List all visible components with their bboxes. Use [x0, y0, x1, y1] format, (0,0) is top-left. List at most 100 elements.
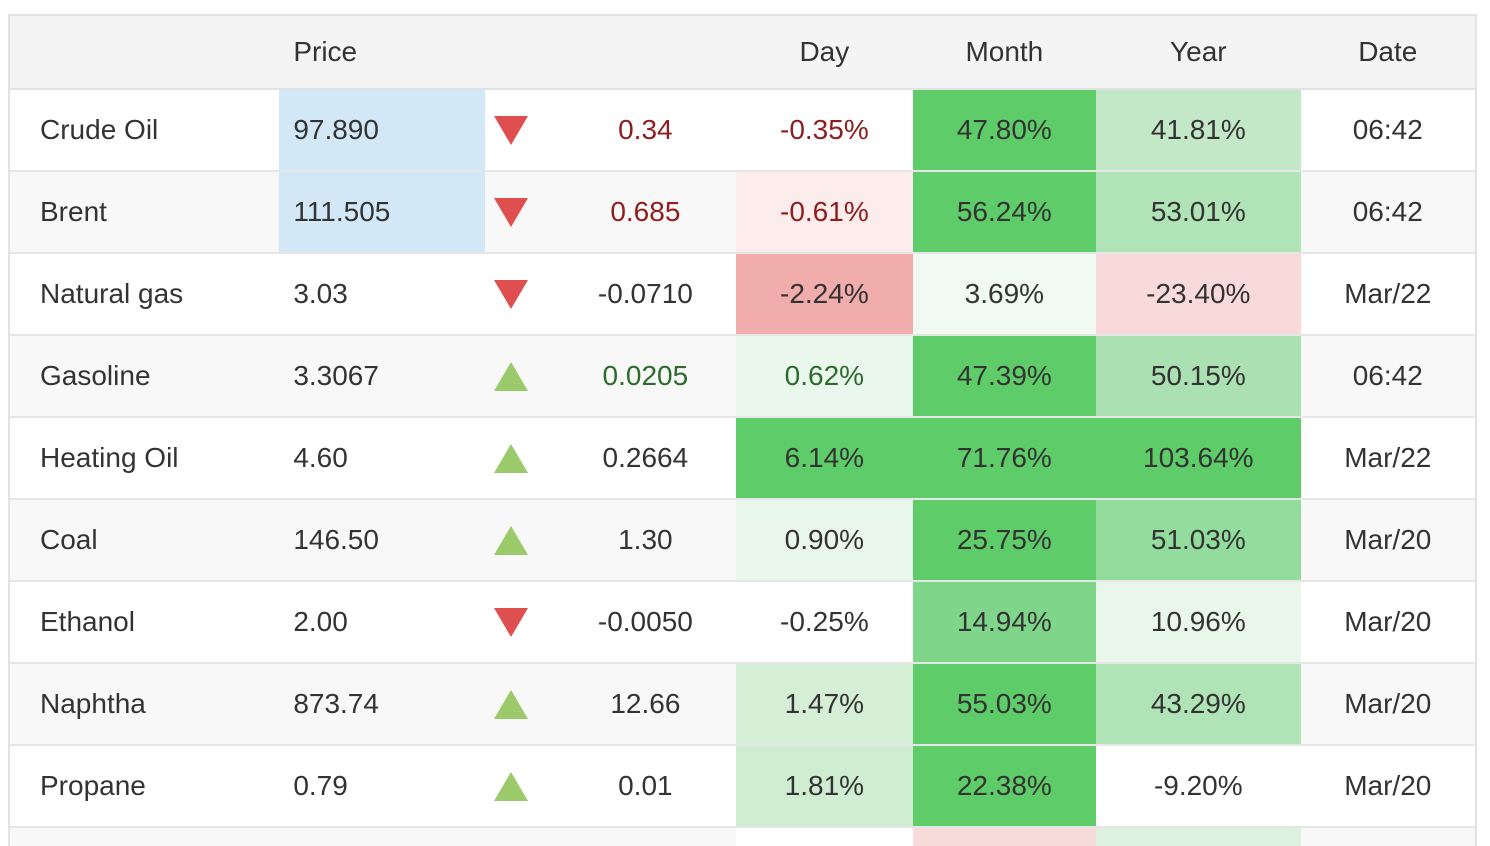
- date-cell: Mar/22: [1344, 442, 1432, 473]
- triangle-down-icon: [493, 607, 528, 637]
- price-cell: 111.505: [279, 172, 485, 252]
- price-cell: 4.60: [293, 442, 348, 473]
- price-cell: [279, 828, 484, 846]
- commodity-name-cell[interactable]: Gasoline: [40, 360, 151, 391]
- date-cell: [1301, 828, 1475, 846]
- year-change-cell: 43.29%: [1096, 664, 1301, 744]
- price-cell: 3.03: [293, 278, 348, 309]
- day-change-cell: -2.24%: [736, 254, 913, 334]
- month-change-cell: 22.38%: [912, 746, 1097, 826]
- commodity-name-cell[interactable]: Propane: [40, 770, 146, 801]
- change-cell: 0.34: [618, 114, 673, 145]
- change-cell: -0.0050: [597, 606, 693, 637]
- commodity-name-cell: [10, 828, 279, 846]
- year-change-cell: [1096, 828, 1301, 846]
- month-change-cell: 14.94%: [912, 582, 1097, 662]
- date-cell: 06:42: [1352, 360, 1423, 391]
- change-cell: 12.66: [610, 688, 681, 719]
- price-cell: 0.79: [293, 770, 348, 801]
- table-row[interactable]: Ethanol 2.00 -0.0050 -0.25% 14.94% 10.96…: [10, 582, 1475, 664]
- commodity-name-cell[interactable]: Brent: [40, 196, 107, 227]
- month-change-cell: 56.24%: [912, 172, 1097, 252]
- change-cell: -0.0710: [597, 278, 693, 309]
- table-row[interactable]: Heating Oil 4.60 0.2664 6.14% 71.76% 103…: [10, 418, 1475, 500]
- triangle-up-icon: [493, 771, 528, 801]
- direction-cell: [485, 254, 537, 334]
- header-change: [537, 16, 736, 88]
- table-row[interactable]: Gasoline 3.3067 0.0205 0.62% 47.39% 50.1…: [10, 336, 1475, 418]
- triangle-up-icon: [493, 443, 528, 473]
- day-change-cell: -0.61%: [736, 172, 913, 252]
- table-body: Crude Oil 97.890 0.34 -0.35% 47.80% 41.8…: [10, 90, 1475, 828]
- year-change-cell: 50.15%: [1096, 336, 1301, 416]
- direction-cell: [485, 500, 537, 580]
- direction-cell: [485, 172, 537, 252]
- table-row[interactable]: Crude Oil 97.890 0.34 -0.35% 47.80% 41.8…: [10, 90, 1475, 172]
- commodity-name-cell[interactable]: Ethanol: [40, 606, 135, 637]
- year-change-cell: -9.20%: [1153, 770, 1243, 801]
- year-change-cell: 53.01%: [1096, 172, 1301, 252]
- month-change-cell: 55.03%: [912, 664, 1097, 744]
- table-row[interactable]: Coal 146.50 1.30 0.90% 25.75% 51.03% Mar…: [10, 500, 1475, 582]
- change-cell: 1.30: [618, 524, 673, 555]
- header-name: [10, 16, 279, 88]
- year-change-cell: 10.96%: [1096, 582, 1301, 662]
- header-month: Month: [965, 36, 1044, 67]
- day-change-cell: 0.62%: [736, 336, 913, 416]
- month-change-cell: 71.76%: [912, 418, 1097, 498]
- date-cell: Mar/22: [1344, 278, 1432, 309]
- header-date: Date: [1358, 36, 1418, 67]
- change-cell: 0.2664: [602, 442, 689, 473]
- price-cell: 97.890: [279, 90, 485, 170]
- triangle-down-icon: [493, 197, 528, 227]
- table-row[interactable]: Propane 0.79 0.01 1.81% 22.38% -9.20% Ma…: [10, 746, 1475, 828]
- commodities-table: Price Day Month Year Date Crude Oil 97.8…: [8, 14, 1477, 846]
- change-cell: 0.0205: [602, 360, 689, 391]
- table-row[interactable]: Brent 111.505 0.685 -0.61% 56.24% 53.01%…: [10, 172, 1475, 254]
- direction-cell: [485, 418, 537, 498]
- triangle-down-icon: [493, 115, 528, 145]
- date-cell: Mar/20: [1344, 688, 1432, 719]
- change-cell: 0.01: [618, 770, 673, 801]
- day-change-cell: 1.81%: [736, 746, 913, 826]
- month-change-cell: 25.75%: [912, 500, 1097, 580]
- commodity-name-cell[interactable]: Crude Oil: [40, 114, 159, 145]
- day-change-cell: 1.47%: [736, 664, 913, 744]
- commodity-name-cell[interactable]: Coal: [40, 524, 98, 555]
- direction-cell: [485, 746, 537, 826]
- change-cell: 0.685: [610, 196, 681, 227]
- header-price: Price: [293, 36, 358, 67]
- header-arrow: [485, 16, 537, 88]
- day-change-cell: -0.25%: [780, 606, 869, 637]
- triangle-up-icon: [493, 361, 528, 391]
- date-cell: Mar/20: [1344, 606, 1432, 637]
- date-cell: 06:42: [1352, 114, 1423, 145]
- price-cell: 873.74: [293, 688, 379, 719]
- commodity-name-cell[interactable]: Natural gas: [40, 278, 184, 309]
- commodity-name-cell[interactable]: Heating Oil: [40, 442, 179, 473]
- header-year: Year: [1170, 36, 1227, 67]
- table-row[interactable]: Natural gas 3.03 -0.0710 -2.24% 3.69% -2…: [10, 254, 1475, 336]
- year-change-cell: -23.40%: [1096, 254, 1301, 334]
- triangle-up-icon: [493, 689, 528, 719]
- direction-cell: [485, 664, 537, 744]
- year-change-cell: 41.81%: [1096, 90, 1301, 170]
- commodity-name-cell[interactable]: Naphtha: [40, 688, 146, 719]
- direction-cell: [485, 90, 537, 170]
- date-cell: 06:42: [1352, 196, 1423, 227]
- day-change-cell: 6.14%: [736, 418, 913, 498]
- month-change-cell: 47.80%: [912, 90, 1097, 170]
- table-header-row: Price Day Month Year Date: [10, 16, 1475, 90]
- date-cell: Mar/20: [1344, 524, 1432, 555]
- date-cell: Mar/20: [1344, 770, 1432, 801]
- change-cell: [537, 828, 736, 846]
- month-change-cell: [912, 828, 1097, 846]
- triangle-up-icon: [493, 525, 528, 555]
- table-row[interactable]: Naphtha 873.74 12.66 1.47% 55.03% 43.29%…: [10, 664, 1475, 746]
- header-day: Day: [799, 36, 850, 67]
- month-change-cell: 47.39%: [912, 336, 1097, 416]
- year-change-cell: 51.03%: [1096, 500, 1301, 580]
- table-row-partial: [10, 828, 1475, 846]
- direction-cell: [485, 828, 537, 846]
- price-cell: 3.3067: [293, 360, 379, 391]
